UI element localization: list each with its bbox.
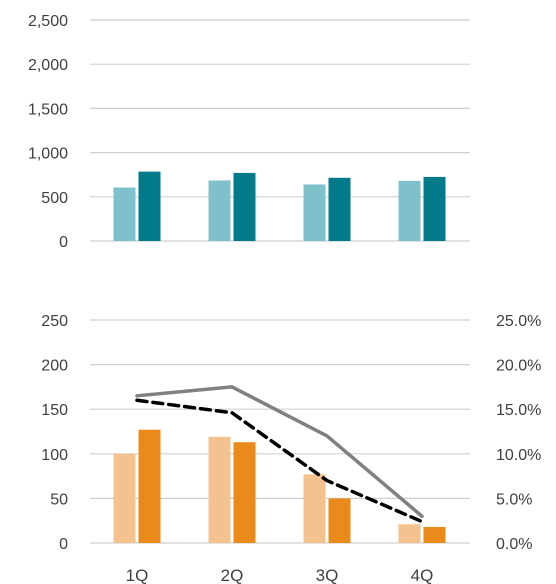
top-bar (208, 180, 231, 241)
top-bar (303, 184, 326, 241)
x-tick-label: 4Q (411, 566, 434, 584)
x-tick-label: 2Q (221, 566, 244, 584)
top-bar-chart: 2,500 2,000 1,500 1,000 500 0 (28, 13, 470, 251)
top-bar (113, 187, 136, 241)
top-bar (398, 180, 421, 241)
bottom-left-y-axis-ticks: 250 200 150 100 50 0 (41, 313, 68, 553)
solid-line-series (135, 385, 424, 518)
bottom-right-y-tick-label: 10.0% (496, 447, 541, 464)
bottom-x-axis-ticks: 1Q 2Q 3Q 4Q (126, 566, 434, 584)
bottom-bar (138, 429, 161, 543)
bottom-right-y-axis-ticks: 25.0% 20.0% 15.0% 10.0% 5.0% 0.0% (496, 313, 541, 553)
bottom-right-y-tick-label: 0.0% (496, 536, 532, 553)
bottom-right-y-tick-label: 25.0% (496, 313, 541, 330)
bottom-left-y-tick-label: 150 (41, 402, 68, 419)
bottom-bar (233, 442, 256, 543)
top-y-tick-label: 500 (41, 190, 68, 207)
top-bars (113, 171, 446, 241)
top-y-tick-label: 1,500 (28, 101, 68, 118)
bottom-bar (423, 526, 446, 543)
top-y-tick-label: 1,000 (28, 146, 68, 163)
top-bar (233, 172, 256, 241)
top-y-axis-ticks: 2,500 2,000 1,500 1,000 500 0 (28, 13, 68, 251)
top-bar (328, 177, 351, 241)
bottom-left-y-tick-label: 200 (41, 358, 68, 375)
dashed-line-series (135, 398, 424, 524)
bottom-left-y-tick-label: 50 (50, 491, 68, 508)
top-y-tick-label: 2,000 (28, 57, 68, 74)
x-tick-label: 3Q (316, 566, 339, 584)
x-tick-label: 1Q (126, 566, 149, 584)
bottom-bar (208, 436, 231, 543)
bottom-left-y-tick-label: 0 (59, 536, 68, 553)
top-bar (138, 171, 161, 241)
top-y-tick-label: 2,500 (28, 13, 68, 30)
bottom-bar (113, 453, 136, 543)
bottom-lines (135, 385, 424, 524)
bottom-bars (113, 429, 446, 543)
bottom-bar (398, 524, 421, 543)
bottom-right-y-tick-label: 15.0% (496, 402, 541, 419)
bottom-combo-chart: 250 200 150 100 50 0 25.0% 20.0% 15.0% 10.0% 5.0%… (41, 313, 541, 584)
bottom-bar (328, 498, 351, 543)
top-bar (423, 176, 446, 241)
bottom-bar (303, 474, 326, 543)
bottom-right-y-tick-label: 5.0% (496, 491, 532, 508)
top-y-tick-label: 0 (59, 234, 68, 251)
bottom-right-y-tick-label: 20.0% (496, 358, 541, 375)
bottom-left-y-tick-label: 100 (41, 447, 68, 464)
bottom-left-y-tick-label: 250 (41, 313, 68, 330)
